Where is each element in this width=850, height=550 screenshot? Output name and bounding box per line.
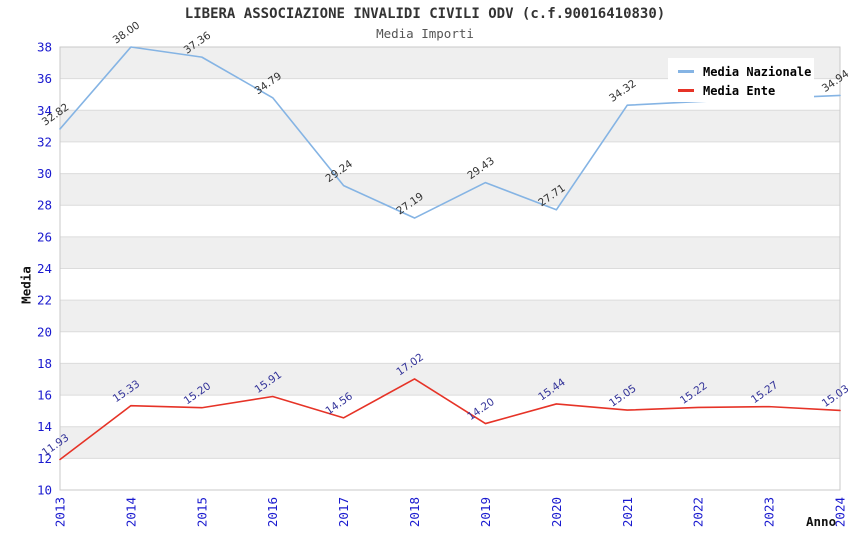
y-tick-label: 20 [37,324,52,339]
x-tick-label: 2024 [833,497,848,527]
legend-item-media-nazionale: Media Nazionale [668,62,814,81]
chart-subtitle: Media Importi [376,26,474,41]
x-tick-label: 2014 [123,497,138,527]
y-tick-label: 18 [37,356,52,371]
y-tick-label: 24 [37,261,52,276]
x-axis-title: Anno [806,514,837,529]
grid-band [60,268,840,301]
x-tick-label: 2018 [407,497,422,527]
y-tick-label: 28 [37,198,52,213]
legend-label: Media Nazionale [703,64,812,79]
legend-line-sample-red-icon [678,89,694,92]
grid-band [60,395,840,427]
grid-band [60,110,840,142]
x-tick-label: 2015 [194,497,209,527]
x-tick-label: 2022 [691,497,706,527]
legend-line-sample-blue-icon [678,70,694,73]
plot-frame [59,46,841,491]
legend-item-media-ente: Media Ente [668,81,814,100]
chart-title: LIBERA ASSOCIAZIONE INVALIDI CIVILI ODV … [184,6,666,22]
x-tick-label: 2019 [478,497,493,527]
y-tick-label: 36 [37,71,52,86]
y-tick-label: 38 [37,40,52,55]
x-tick-label: 2021 [620,497,635,527]
x-tick-label: 2013 [53,497,68,527]
y-tick-label: 30 [37,166,52,181]
grid-band [60,141,840,174]
x-tick-label: 2016 [265,497,280,527]
grid-band [60,331,840,364]
y-tick-label: 32 [37,134,52,149]
y-tick-label: 34 [37,103,52,118]
legend-label: Media Ente [703,83,776,98]
y-tick-label: 26 [37,229,52,244]
y-tick-label: 14 [37,419,52,434]
y-tick-label: 22 [37,293,52,308]
grid-band [60,426,840,459]
grid-band [60,236,840,269]
y-tick-label: 10 [37,483,52,498]
series-line-media-ente [59,378,841,461]
grid-band [60,205,840,237]
x-tick-label: 2017 [336,497,351,527]
x-tick-label: 2020 [549,497,564,527]
legend: Media Nazionale Media Ente [668,58,814,102]
grid-band [60,458,840,490]
grid-band [60,363,840,396]
x-tick-label: 2023 [762,497,777,527]
y-tick-label: 12 [37,451,52,466]
grid-band [60,300,840,332]
data-label: 38.00 [111,19,143,46]
y-tick-label: 16 [37,388,52,403]
